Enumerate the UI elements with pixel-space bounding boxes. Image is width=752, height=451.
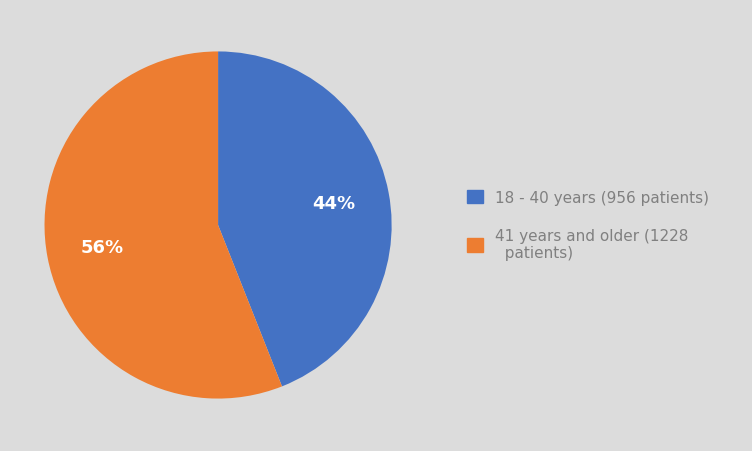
Wedge shape xyxy=(218,52,392,387)
Text: 56%: 56% xyxy=(80,239,124,257)
Legend: 18 - 40 years (956 patients), 41 years and older (1228
  patients): 18 - 40 years (956 patients), 41 years a… xyxy=(459,183,717,268)
Wedge shape xyxy=(44,52,282,399)
Text: 44%: 44% xyxy=(312,194,356,212)
